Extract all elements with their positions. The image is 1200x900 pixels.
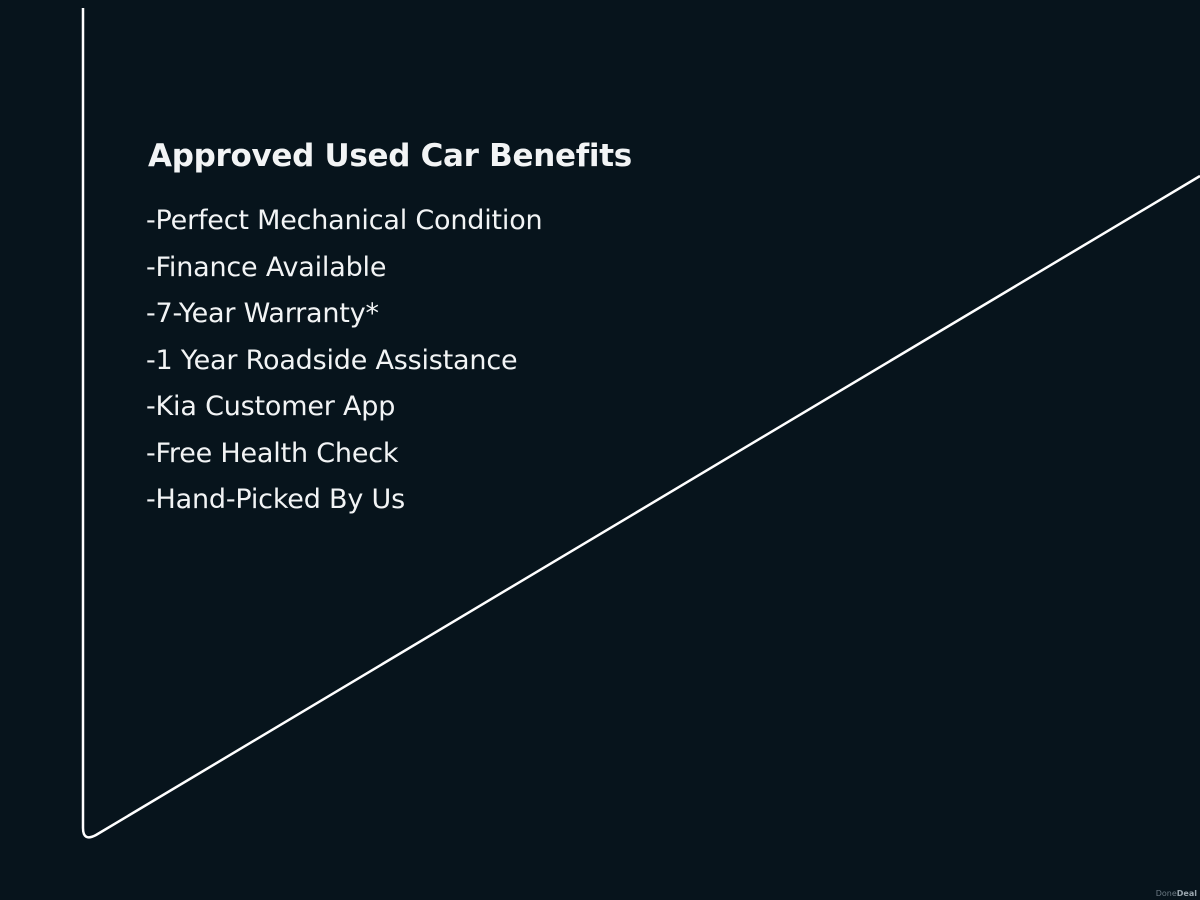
benefit-item: -Kia Customer App (146, 391, 396, 422)
benefit-item: -Finance Available (146, 251, 387, 283)
benefit-item: -Hand-Picked By Us (146, 484, 405, 515)
benefit-item: -Perfect Mechanical Condition (146, 205, 543, 236)
benefit-item: -Free Health Check (146, 437, 399, 469)
benefit-item: -7-Year Warranty* (146, 298, 379, 329)
benefits-list: -Perfect Mechanical Condition -Finance A… (146, 202, 543, 528)
benefit-item: -1 Year Roadside Assistance (146, 344, 518, 376)
watermark-logo: DoneDeal (1155, 889, 1197, 898)
page-title: Approved Used Car Benefits (148, 138, 632, 174)
